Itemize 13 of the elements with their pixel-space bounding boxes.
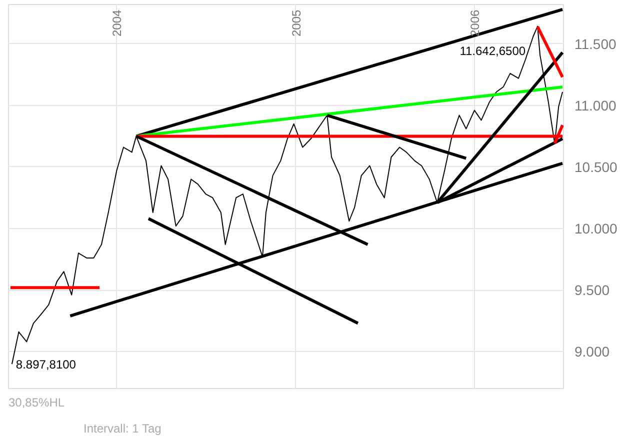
y-tick-label: 10.500 [574,158,618,175]
x-tick-label: 2006 [468,9,482,36]
y-tick-label: 9.500 [574,282,610,298]
annotation: 11.642,6500 [460,44,526,58]
y-tick-label: 11.000 [574,97,616,114]
y-tick-label: 11.500 [574,36,616,52]
y-tick-label: 9.000 [574,344,610,360]
text: 30,85%HL [8,396,65,410]
x-tick-label: 2004 [110,9,124,36]
text: Intervall: 1 Tag [84,422,162,436]
x-tick-label: 2005 [289,9,304,36]
annotation: 8.897,8100 [16,358,76,372]
y-tick-label: 10.000 [574,220,618,236]
